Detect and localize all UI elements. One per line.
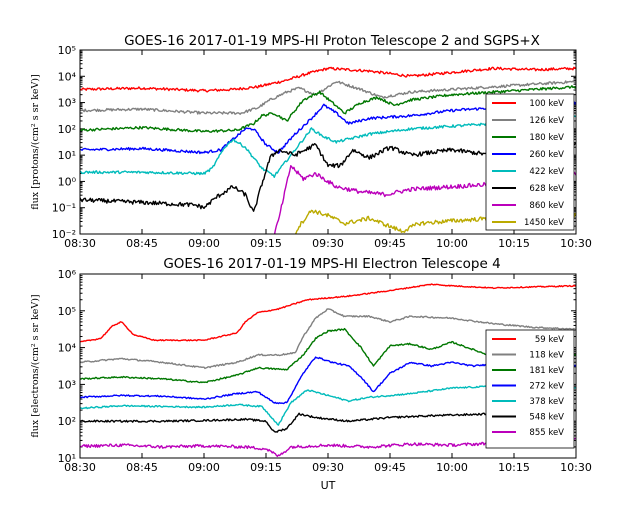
electron-plot-frame — [79, 273, 577, 459]
x-tick-label: 08:30 — [64, 461, 96, 474]
electron-panel: GOES-16 2017-01-19 MPS-HI Electron Teles… — [30, 256, 592, 492]
y-tick-label: 10⁴ — [58, 70, 77, 83]
legend-label: 260 keV — [529, 150, 564, 160]
y-tick-label: 10² — [58, 415, 76, 428]
x-tick-label: 08:45 — [126, 461, 158, 474]
x-tick-label: 10:00 — [436, 461, 468, 474]
legend-label: 422 keV — [529, 167, 564, 177]
electron-y-axis-label: flux [electrons/(cm² s sr keV)] — [30, 294, 41, 437]
electron-chart-title: GOES-16 2017-01-19 MPS-HI Electron Teles… — [163, 256, 500, 272]
legend-label: 100 keV — [529, 99, 564, 109]
legend-label: 59 keV — [535, 335, 564, 345]
x-axis-label: UT — [321, 479, 336, 492]
y-tick-label: 10¹ — [58, 149, 76, 162]
x-tick-label: 09:00 — [188, 237, 220, 250]
proton-chart-title: GOES-16 2017-01-19 MPS-HI Proton Telesco… — [124, 33, 540, 49]
y-tick-label: 10¹ — [58, 452, 76, 465]
legend-label: 126 keV — [529, 116, 564, 126]
legend-label: 628 keV — [529, 184, 564, 194]
y-tick-label: 10³ — [58, 97, 76, 110]
y-tick-label: 10⁶ — [58, 268, 77, 281]
x-tick-label: 09:30 — [312, 237, 344, 250]
y-tick-label: 10³ — [58, 378, 76, 391]
legend-label: 118 keV — [529, 351, 564, 361]
legend-label: 378 keV — [529, 397, 564, 407]
series-line — [80, 85, 576, 133]
legend-label: 272 keV — [529, 382, 564, 392]
legend-box — [485, 329, 575, 449]
x-tick-label: 09:30 — [312, 461, 344, 474]
y-tick-label: 10⁻¹ — [52, 202, 76, 215]
x-tick-label: 10:15 — [498, 461, 530, 474]
legend-label: 860 keV — [529, 201, 564, 211]
x-tick-label: 10:15 — [498, 237, 530, 250]
x-tick-label: 10:00 — [436, 237, 468, 250]
x-tick-label: 09:45 — [374, 237, 406, 250]
proton-plot-frame — [79, 49, 577, 235]
series-line — [80, 308, 576, 370]
x-tick-label: 09:00 — [188, 461, 220, 474]
legend-label: 855 keV — [529, 428, 564, 438]
x-tick-label: 10:30 — [560, 237, 592, 250]
proton-y-axis-label: flux [protons/(cm² s sr keV)] — [30, 74, 41, 209]
legend-label: 181 keV — [529, 366, 564, 376]
y-tick-label: 10⁵ — [58, 305, 76, 318]
proton-panel: GOES-16 2017-01-19 MPS-HI Proton Telesco… — [30, 33, 592, 250]
x-tick-label: 10:30 — [560, 461, 592, 474]
x-tick-label: 09:45 — [374, 461, 406, 474]
series-line — [80, 80, 576, 115]
x-tick-label: 09:15 — [250, 461, 282, 474]
x-tick-label: 08:30 — [64, 237, 96, 250]
electron-legend: 59 keV 118 keV 181 keV 272 keV 378 keV 548 ke… — [485, 329, 575, 449]
series-line — [80, 66, 576, 93]
legend-box — [485, 93, 575, 231]
y-tick-label: 10⁰ — [58, 175, 77, 188]
y-tick-label: 10² — [58, 123, 76, 136]
legend-label: 1450 keV — [524, 218, 564, 228]
y-tick-label: 10⁵ — [58, 44, 76, 57]
proton-legend: 100 keV 126 keV 180 keV 260 keV 422 keV 628 k… — [485, 93, 575, 231]
x-tick-label: 09:15 — [250, 237, 282, 250]
legend-label: 180 keV — [529, 133, 564, 143]
y-tick-label: 10⁻² — [52, 228, 76, 241]
series-line — [80, 283, 576, 343]
legend-label: 548 keV — [529, 413, 564, 423]
x-tick-label: 08:45 — [126, 237, 158, 250]
y-tick-label: 10⁴ — [58, 342, 77, 355]
